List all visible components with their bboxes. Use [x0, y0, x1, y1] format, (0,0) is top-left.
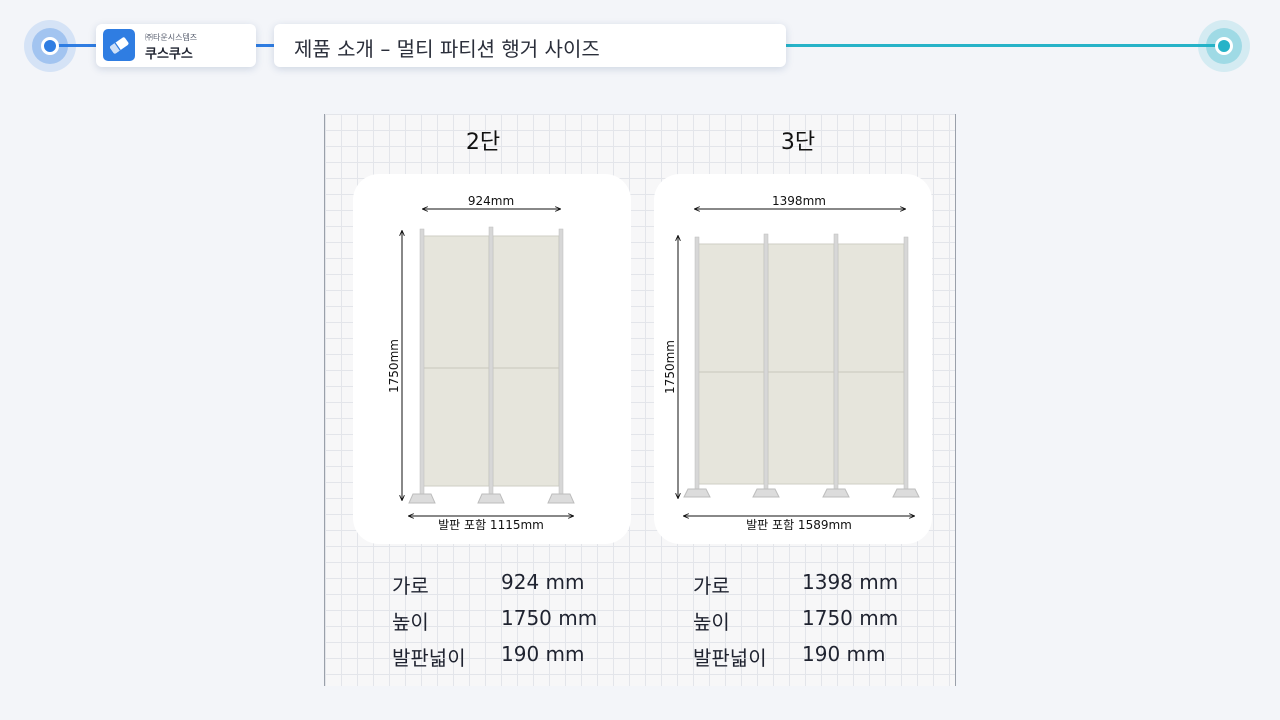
product-title-3tier: 3단 — [780, 130, 816, 155]
spec-label: 높이 — [693, 610, 730, 634]
spec-row: 높이 1750 mm — [392, 606, 652, 636]
product-image-3tier: 1398mm 1750mm 발판 포함 1589mm — [654, 174, 932, 544]
spec-row: 가로 924 mm — [392, 570, 652, 600]
dimension-height: 1750mm — [663, 340, 677, 394]
spec-label: 발판넓이 — [693, 646, 767, 670]
spec-value: 1398 mm — [802, 570, 899, 594]
dimension-height: 1750mm — [387, 339, 401, 393]
company-logo-card[interactable]: ㈜타운시스템즈 쿠스쿠스 — [96, 24, 256, 67]
spec-row: 발판넓이 190 mm — [693, 642, 953, 672]
progress-start-node — [24, 20, 76, 72]
dimension-base: 발판 포함 1115mm — [438, 518, 544, 532]
progress-line-right — [786, 44, 1226, 47]
brand-name: 쿠스쿠스 — [145, 47, 193, 62]
spec-label: 발판넓이 — [392, 646, 466, 670]
progress-line-left — [50, 44, 100, 47]
page-title: 제품 소개 – 멀티 파티션 행거 사이즈 — [294, 37, 600, 61]
eraser-icon — [103, 29, 135, 61]
spec-value: 924 mm — [501, 570, 585, 594]
product-title-2tier: 2단 — [465, 130, 501, 155]
spec-value: 1750 mm — [802, 606, 899, 630]
spec-value: 190 mm — [802, 642, 886, 666]
spec-label: 가로 — [693, 574, 730, 598]
spec-value: 1750 mm — [501, 606, 598, 630]
dimension-width: 1398mm — [772, 194, 826, 208]
progress-end-node — [1198, 20, 1250, 72]
product-size-panel: 2단 924mm 1750mm — [324, 114, 956, 686]
spec-row: 높이 1750 mm — [693, 606, 953, 636]
spec-value: 190 mm — [501, 642, 585, 666]
page-title-card: 제품 소개 – 멀티 파티션 행거 사이즈 — [274, 24, 786, 67]
company-name: ㈜타운시스템즈 — [145, 33, 198, 42]
spec-row: 가로 1398 mm — [693, 570, 953, 600]
spec-row: 발판넓이 190 mm — [392, 642, 652, 672]
spec-label: 가로 — [392, 574, 429, 598]
product-image-2tier: 924mm 1750mm 발판 포함 1115mm — [353, 174, 631, 544]
spec-label: 높이 — [392, 610, 429, 634]
progress-line-mid — [256, 44, 276, 47]
dimension-base: 발판 포함 1589mm — [746, 518, 852, 532]
dimension-width: 924mm — [468, 194, 514, 208]
